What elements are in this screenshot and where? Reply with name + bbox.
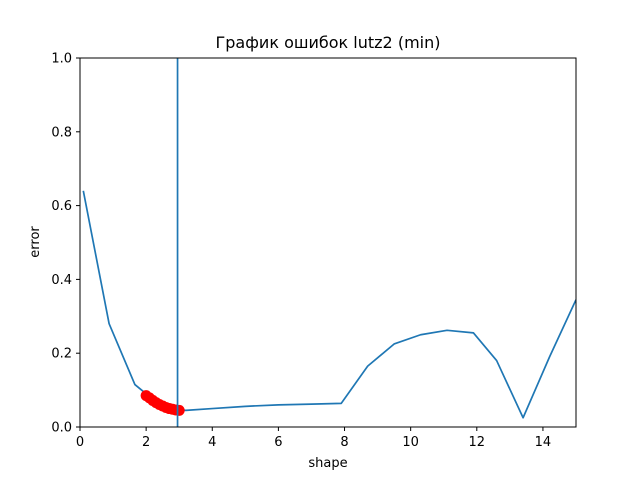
highlight-point <box>173 404 185 416</box>
y-axis-ticks: 0.0 0.2 0.4 0.6 0.8 1.0 <box>51 52 80 436</box>
y-tick-label: 1.0 <box>51 52 72 67</box>
x-tick-label: 6 <box>274 435 282 450</box>
x-tick-label: 4 <box>208 435 216 450</box>
x-tick-label: 0 <box>76 435 84 450</box>
plot-area <box>82 58 576 427</box>
y-tick-label: 0.4 <box>51 273 72 288</box>
y-tick-label: 0.8 <box>51 125 72 140</box>
y-axis-label: error <box>28 226 43 258</box>
y-tick-label: 0.0 <box>51 421 72 436</box>
chart-title: График ошибок lutz2 (min) <box>216 33 441 52</box>
x-tick-label: 10 <box>402 435 419 450</box>
x-tick-label: 8 <box>340 435 348 450</box>
x-tick-label: 2 <box>142 435 150 450</box>
x-tick-label: 12 <box>469 435 486 450</box>
plot-clip-group <box>82 58 576 427</box>
x-axis-ticks: 0 2 4 6 8 10 12 14 <box>76 427 551 450</box>
axes-frame <box>79 57 577 428</box>
x-tick-label: 14 <box>535 435 552 450</box>
x-axis-label: shape <box>308 456 347 471</box>
y-tick-label: 0.6 <box>51 199 72 214</box>
y-tick-label: 0.2 <box>51 347 72 362</box>
